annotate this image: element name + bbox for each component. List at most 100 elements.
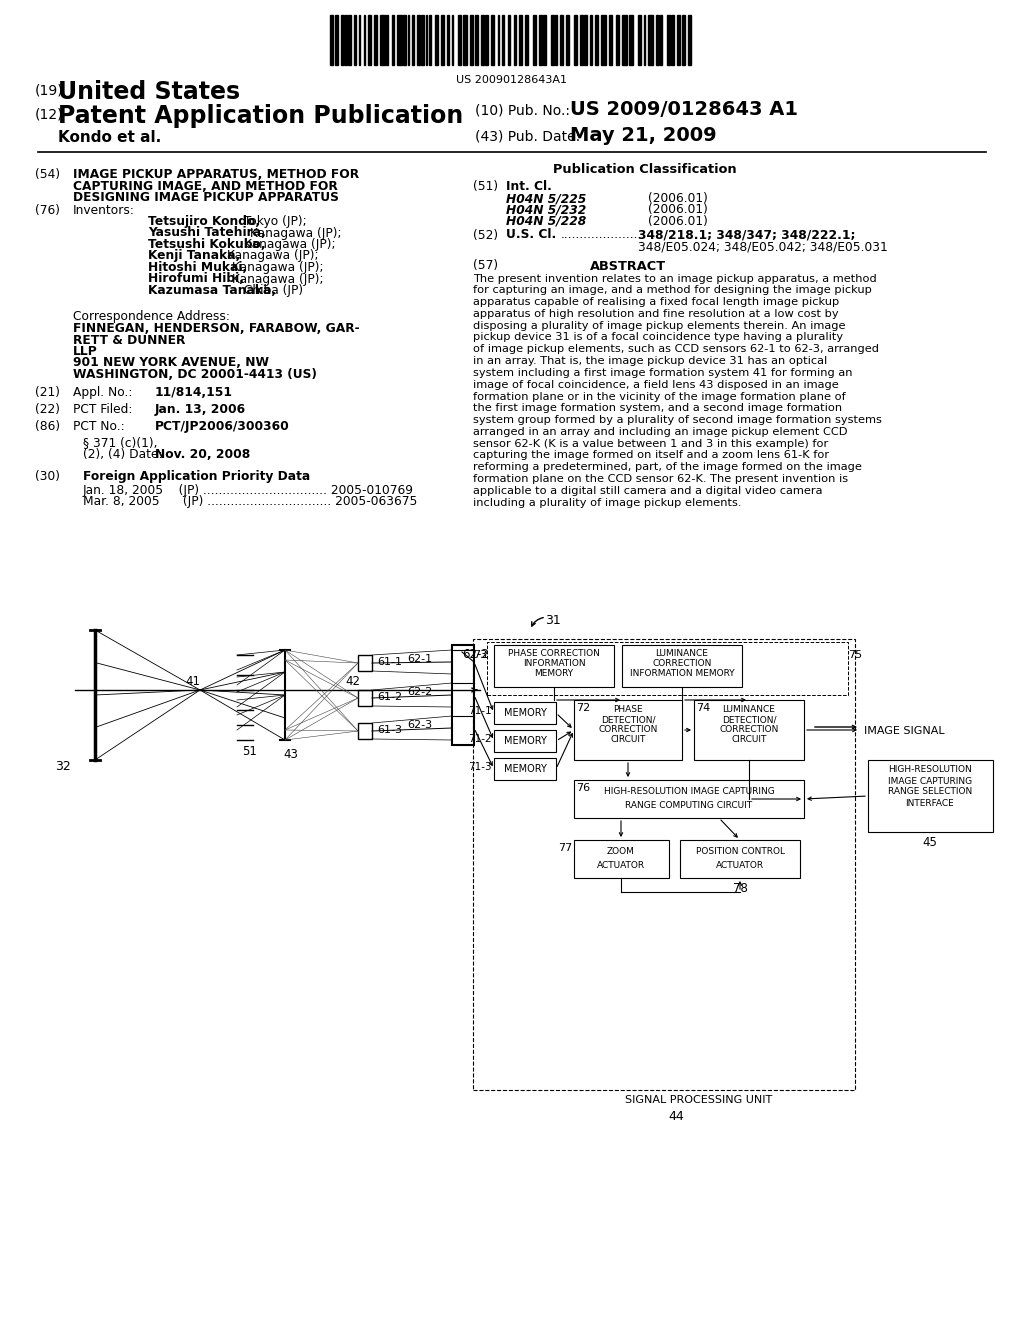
Text: (2006.01): (2006.01) bbox=[648, 191, 708, 205]
Text: Tetsujiro Kondo,: Tetsujiro Kondo, bbox=[148, 215, 260, 228]
Text: (21): (21) bbox=[35, 385, 60, 399]
Bar bbox=[481, 15, 483, 65]
Bar bbox=[560, 15, 563, 65]
Bar bbox=[386, 15, 388, 65]
Bar bbox=[566, 15, 569, 65]
Bar bbox=[638, 15, 641, 65]
Text: 348/218.1; 348/347; 348/222.1;: 348/218.1; 348/347; 348/222.1; bbox=[638, 228, 855, 242]
Text: 78: 78 bbox=[732, 882, 748, 895]
Text: H04N 5/232: H04N 5/232 bbox=[506, 203, 587, 216]
Bar bbox=[463, 15, 467, 65]
Text: Hitoshi Mukai,: Hitoshi Mukai, bbox=[148, 261, 247, 275]
Text: 71-1: 71-1 bbox=[468, 706, 492, 715]
Text: H04N 5/225: H04N 5/225 bbox=[506, 191, 587, 205]
Text: disposing a plurality of image pickup elements therein. An image: disposing a plurality of image pickup el… bbox=[473, 321, 846, 331]
Bar bbox=[644, 15, 645, 65]
Text: § 371 (c)(1),: § 371 (c)(1), bbox=[83, 436, 158, 449]
Bar bbox=[426, 15, 427, 65]
Text: H04N 5/228: H04N 5/228 bbox=[506, 215, 587, 228]
Text: Foreign Application Priority Data: Foreign Application Priority Data bbox=[83, 470, 310, 483]
Bar bbox=[380, 15, 385, 65]
Text: Appl. No.:: Appl. No.: bbox=[73, 385, 132, 399]
Bar bbox=[551, 15, 554, 65]
Bar bbox=[364, 15, 365, 65]
Bar bbox=[574, 840, 669, 878]
Text: (2006.01): (2006.01) bbox=[648, 203, 708, 216]
Text: POSITION CONTROL: POSITION CONTROL bbox=[695, 847, 784, 857]
Bar bbox=[487, 642, 848, 696]
Bar bbox=[494, 758, 556, 780]
Text: CORRECTION: CORRECTION bbox=[719, 726, 778, 734]
Bar bbox=[345, 15, 347, 65]
Text: MEMORY: MEMORY bbox=[535, 668, 573, 677]
Text: Kanagawa (JP);: Kanagawa (JP); bbox=[228, 272, 324, 285]
Bar bbox=[525, 15, 528, 65]
Text: ACTUATOR: ACTUATOR bbox=[597, 861, 645, 870]
Text: PHASE CORRECTION: PHASE CORRECTION bbox=[508, 648, 600, 657]
Text: of image pickup elements, such as CCD sensors 62-1 to 62-3, arranged: of image pickup elements, such as CCD se… bbox=[473, 345, 879, 354]
Text: 11/814,151: 11/814,151 bbox=[155, 385, 233, 399]
Text: including a plurality of image pickup elements.: including a plurality of image pickup el… bbox=[473, 498, 741, 508]
Text: INFORMATION: INFORMATION bbox=[522, 659, 586, 668]
Text: (12): (12) bbox=[35, 108, 63, 121]
Text: .....................: ..................... bbox=[561, 228, 642, 242]
Text: formation plane on the CCD sensor 62-K. The present invention is: formation plane on the CCD sensor 62-K. … bbox=[473, 474, 848, 484]
Bar bbox=[682, 15, 685, 65]
Text: Kanagawa (JP);: Kanagawa (JP); bbox=[240, 238, 336, 251]
Bar bbox=[616, 15, 620, 65]
Text: 31: 31 bbox=[545, 614, 561, 627]
Text: US 20090128643A1: US 20090128643A1 bbox=[457, 75, 567, 84]
Text: SIGNAL PROCESSING UNIT: SIGNAL PROCESSING UNIT bbox=[625, 1096, 772, 1105]
Text: HIGH-RESOLUTION IMAGE CAPTURING: HIGH-RESOLUTION IMAGE CAPTURING bbox=[603, 788, 774, 796]
Bar bbox=[508, 15, 510, 65]
Bar bbox=[667, 15, 670, 65]
Bar bbox=[694, 700, 804, 760]
Text: (2006.01): (2006.01) bbox=[648, 215, 708, 228]
Bar bbox=[580, 15, 583, 65]
Bar bbox=[868, 760, 993, 832]
Text: 75: 75 bbox=[848, 649, 862, 660]
Bar bbox=[622, 645, 742, 686]
Text: apparatus capable of realising a fixed focal length image pickup: apparatus capable of realising a fixed f… bbox=[473, 297, 840, 308]
Text: LLP: LLP bbox=[73, 345, 97, 358]
Text: system group formed by a plurality of second image formation systems: system group formed by a plurality of se… bbox=[473, 414, 882, 425]
Text: LUMINANCE: LUMINANCE bbox=[723, 705, 775, 714]
Bar bbox=[374, 15, 377, 65]
Text: Jan. 13, 2006: Jan. 13, 2006 bbox=[155, 403, 246, 416]
Bar bbox=[494, 645, 614, 686]
Text: CIRCUIT: CIRCUIT bbox=[610, 735, 646, 744]
Bar bbox=[623, 15, 627, 65]
Text: CIRCUIT: CIRCUIT bbox=[731, 735, 767, 744]
Bar bbox=[502, 15, 504, 65]
Text: (2), (4) Date:: (2), (4) Date: bbox=[83, 447, 163, 461]
Bar bbox=[671, 15, 674, 65]
Text: 74: 74 bbox=[696, 704, 711, 713]
Bar bbox=[629, 15, 633, 65]
Text: (54): (54) bbox=[35, 168, 60, 181]
Bar bbox=[447, 15, 449, 65]
Text: Int. Cl.: Int. Cl. bbox=[506, 180, 552, 193]
Text: Correspondence Address:: Correspondence Address: bbox=[73, 310, 229, 323]
Text: capturing the image formed on itself and a zoom lens 61-K for: capturing the image formed on itself and… bbox=[473, 450, 829, 461]
Bar bbox=[680, 840, 800, 878]
Bar bbox=[358, 655, 372, 671]
Bar bbox=[341, 15, 344, 65]
Text: HIGH-RESOLUTION: HIGH-RESOLUTION bbox=[888, 766, 972, 775]
Text: 72: 72 bbox=[575, 704, 590, 713]
Text: Kenji Tanaka,: Kenji Tanaka, bbox=[148, 249, 241, 263]
Text: (22): (22) bbox=[35, 403, 60, 416]
Text: Tetsushi Kokubo,: Tetsushi Kokubo, bbox=[148, 238, 265, 251]
Bar bbox=[452, 15, 454, 65]
Text: DETECTION/: DETECTION/ bbox=[722, 715, 776, 725]
Bar bbox=[543, 15, 546, 65]
Text: CAPTURING IMAGE, AND METHOD FOR: CAPTURING IMAGE, AND METHOD FOR bbox=[73, 180, 338, 193]
Text: U.S. Cl.: U.S. Cl. bbox=[506, 228, 556, 242]
Bar bbox=[408, 15, 410, 65]
Bar bbox=[422, 15, 424, 65]
Text: Patent Application Publication: Patent Application Publication bbox=[58, 104, 463, 128]
Bar bbox=[677, 15, 680, 65]
Text: 45: 45 bbox=[923, 836, 937, 849]
Bar bbox=[519, 15, 522, 65]
Bar bbox=[397, 15, 401, 65]
Bar bbox=[485, 15, 488, 65]
